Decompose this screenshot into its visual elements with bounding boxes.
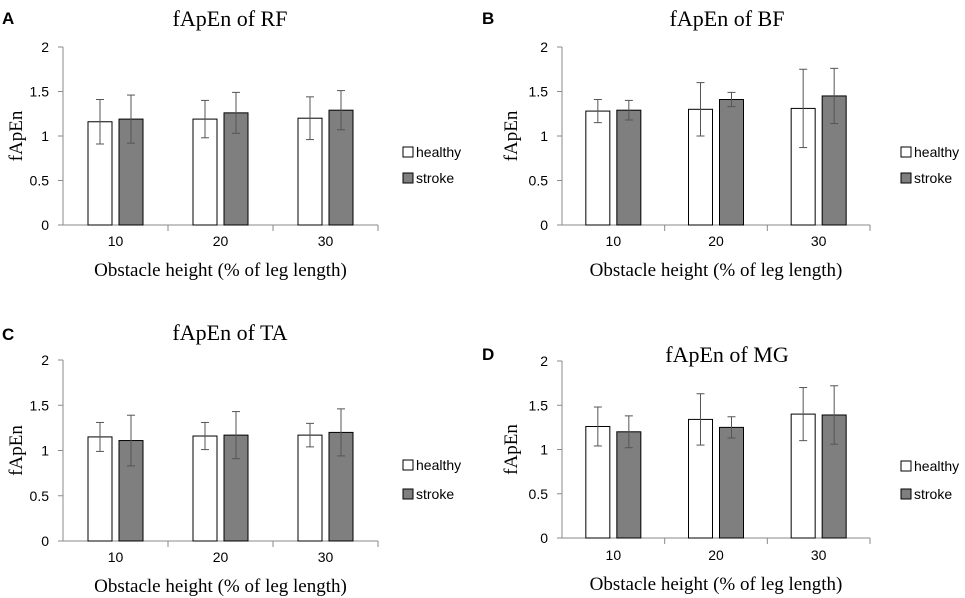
x-tick-label: 30 [811,233,827,249]
y-tick-label: 1.5 [30,84,50,100]
bar-stroke-10 [616,431,642,539]
x-axis-label: Obstacle height (% of leg length) [590,260,843,281]
y-axis-label: fApEn [6,425,27,476]
legend-label-healthy: healthy [416,144,461,160]
y-tick-label: 0 [41,217,49,233]
legend: healthy stroke [900,458,959,502]
y-tick-label: 0.5 [529,173,549,189]
legend-label-stroke: stroke [416,486,454,502]
bar-healthy-30 [297,434,323,542]
bar-healthy-10 [87,436,113,542]
chart-title: fApEn of TA [172,320,287,345]
legend-label-stroke: stroke [416,170,454,186]
legend-swatch-stroke [402,172,414,184]
y-tick-label: 2 [41,39,49,55]
panel-letter: A [2,9,14,28]
chart-title: fApEn of MG [665,342,789,367]
legend-swatch-stroke [900,172,912,184]
x-tick-label: 20 [213,233,229,249]
y-tick-label: 1 [540,128,548,144]
legend: healthy stroke [900,144,959,186]
legend-label-stroke: stroke [914,486,952,502]
y-tick-label: 1 [41,443,49,459]
legend-label-healthy: healthy [914,144,959,160]
bar-stroke-20 [719,99,744,226]
x-tick-label: 10 [108,549,124,565]
panel-letter: B [482,9,494,28]
bar-stroke-10 [616,109,642,226]
x-tick-label: 20 [213,549,229,565]
legend-swatch-healthy [900,460,912,472]
y-tick-label: 0.5 [529,486,549,502]
bar-stroke-20 [719,426,744,539]
legend: healthy stroke [402,144,461,186]
y-axis-label: fApEn [501,110,522,161]
x-axis-label: Obstacle height (% of leg length) [94,260,347,281]
x-tick-label: 30 [318,549,334,565]
panel-letter: D [482,345,494,364]
y-tick-label: 2 [540,353,548,369]
y-tick-label: 1.5 [30,397,50,413]
y-tick-label: 0.5 [30,488,50,504]
y-tick-label: 0 [540,217,548,233]
x-tick-label: 20 [708,233,724,249]
x-tick-label: 30 [318,233,334,249]
legend-swatch-healthy [900,146,912,158]
chart-title: fApEn of BF [670,6,785,31]
x-axis-label: Obstacle height (% of leg length) [590,574,843,595]
x-axis-label: Obstacle height (% of leg length) [94,576,347,597]
bar-healthy-10 [585,110,611,226]
legend-label-healthy: healthy [914,458,959,474]
y-tick-label: 0 [41,533,49,549]
legend-swatch-healthy [402,146,414,158]
x-tick-label: 30 [811,547,827,563]
y-axis-label: fApEn [501,424,522,475]
y-tick-label: 1.5 [529,84,549,100]
y-tick-label: 0 [540,530,548,546]
y-tick-label: 1.5 [529,397,549,413]
bar-healthy-20 [192,435,218,542]
y-tick-label: 2 [540,39,548,55]
y-tick-label: 1 [540,442,548,458]
x-tick-label: 20 [708,547,724,563]
x-tick-label: 10 [108,233,124,249]
panel-letter: C [2,325,14,344]
legend-swatch-stroke [900,488,912,500]
y-tick-label: 0.5 [30,173,50,189]
chart-title: fApEn of RF [173,6,288,31]
legend-label-healthy: healthy [416,457,461,473]
legend: healthy stroke [402,457,461,502]
y-tick-label: 2 [41,352,49,368]
y-tick-label: 1 [41,128,49,144]
legend-swatch-healthy [402,459,414,471]
x-tick-label: 10 [606,547,622,563]
legend-label-stroke: stroke [914,170,952,186]
legend-swatch-stroke [402,488,414,500]
y-axis-label: fApEn [6,110,27,161]
x-tick-label: 10 [606,233,622,249]
